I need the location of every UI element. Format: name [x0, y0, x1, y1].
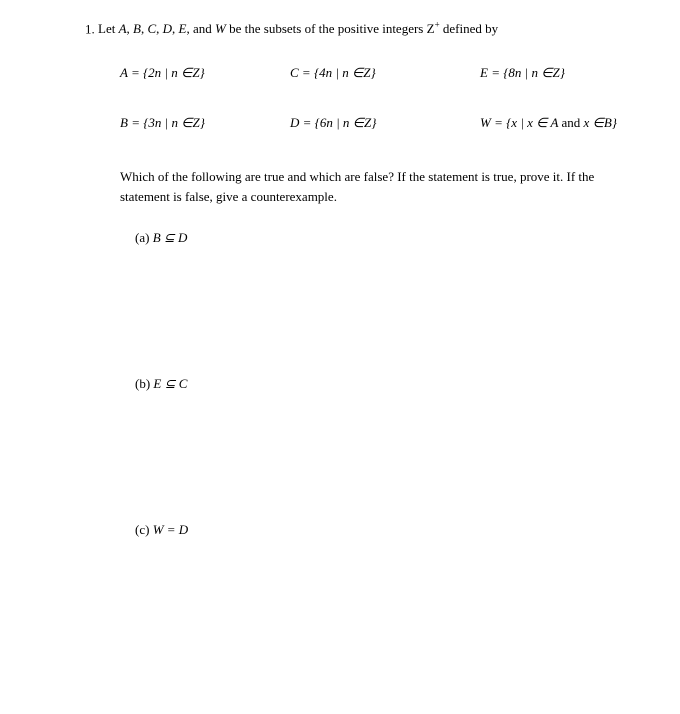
- def-C: C = {4n | n ∈Z}: [290, 65, 480, 81]
- subpart-a: (a) B ⊆ D: [135, 230, 620, 246]
- intro-text-1: Let A, B, C, D, E, and W be the subsets …: [98, 21, 498, 36]
- subpart-b: (b) E ⊆ C: [135, 376, 620, 392]
- definitions-grid: A = {2n | n ∈Z} C = {4n | n ∈Z} E = {8n …: [120, 65, 620, 131]
- question-text: Which of the following are true and whic…: [120, 167, 620, 206]
- def-E: E = {8n | n ∈Z}: [480, 65, 620, 81]
- subpart-b-statement: E ⊆ C: [153, 376, 187, 391]
- subpart-a-label: (a): [135, 230, 149, 245]
- subpart-c-label: (c): [135, 522, 149, 537]
- subpart-c-statement: W = D: [153, 522, 189, 537]
- def-D: D = {6n | n ∈Z}: [290, 115, 480, 131]
- problem-container: 1. Let A, B, C, D, E, and W be the subse…: [0, 20, 680, 538]
- subpart-a-statement: B ⊆ D: [153, 230, 188, 245]
- problem-intro: 1. Let A, B, C, D, E, and W be the subse…: [85, 20, 620, 37]
- problem-number: 1.: [85, 21, 95, 36]
- def-A: A = {2n | n ∈Z}: [120, 65, 290, 81]
- subpart-c: (c) W = D: [135, 522, 620, 538]
- subpart-b-label: (b): [135, 376, 150, 391]
- def-W: W = {x | x ∈ A and x ∈B}: [480, 115, 620, 131]
- def-B: B = {3n | n ∈Z}: [120, 115, 290, 131]
